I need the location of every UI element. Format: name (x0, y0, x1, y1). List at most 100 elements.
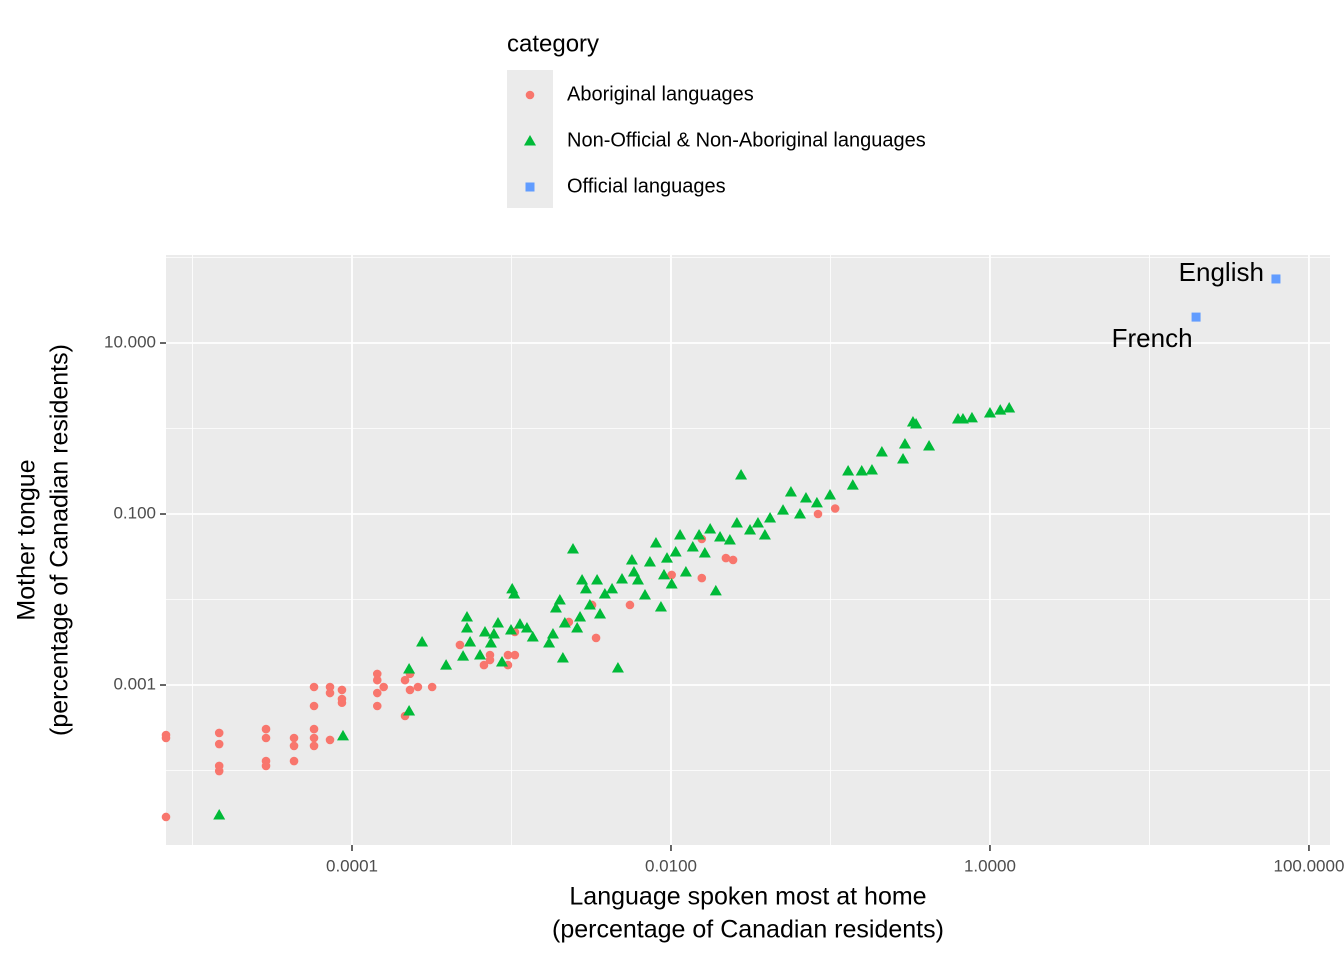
point (214, 766, 224, 776)
point (261, 761, 271, 771)
point (784, 485, 797, 497)
point (510, 650, 520, 660)
point (309, 741, 319, 751)
point (403, 704, 416, 716)
legend-label: Non-Official & Non-Aboriginal languages (567, 129, 926, 151)
point (846, 479, 859, 490)
legend-key (525, 182, 535, 192)
point (440, 659, 453, 670)
point (1191, 312, 1201, 322)
point (400, 675, 410, 685)
point (372, 669, 382, 679)
point (474, 649, 487, 660)
point (460, 621, 473, 633)
point (744, 524, 757, 535)
y-axis-title: (percentage of Canadian residents) (46, 344, 74, 736)
point (460, 611, 473, 622)
point (657, 568, 670, 580)
point (309, 724, 319, 734)
point (591, 574, 604, 585)
point (793, 508, 806, 519)
point (994, 404, 1007, 415)
point (810, 496, 823, 508)
point (704, 522, 717, 534)
point (625, 553, 638, 565)
point (336, 729, 349, 741)
point (405, 685, 415, 695)
point (1003, 401, 1016, 413)
point (764, 512, 777, 523)
point (606, 582, 619, 594)
point (649, 537, 662, 548)
point (484, 636, 497, 648)
point (337, 698, 347, 708)
point (161, 812, 171, 822)
point (669, 545, 682, 557)
point (697, 573, 707, 583)
point (698, 546, 711, 558)
point (309, 701, 319, 711)
point (574, 611, 587, 622)
point (492, 617, 505, 628)
point (457, 650, 470, 661)
point (823, 488, 836, 500)
point (508, 587, 521, 599)
x-axis-title: Language spoken most at home (569, 883, 926, 911)
point (289, 741, 299, 751)
y-axis-title: Mother tongue (13, 459, 41, 620)
point (213, 808, 226, 820)
point (723, 533, 736, 545)
point (910, 417, 923, 429)
point (855, 465, 868, 476)
point (413, 682, 423, 692)
legend-title: category (507, 30, 599, 57)
point (571, 621, 584, 633)
point (325, 735, 335, 745)
point (965, 411, 978, 423)
point (309, 733, 319, 743)
point (214, 739, 224, 749)
point (615, 572, 628, 584)
point (487, 627, 500, 639)
point (214, 728, 224, 738)
point (714, 531, 727, 542)
point (667, 570, 676, 580)
point (751, 516, 764, 528)
point (485, 655, 495, 665)
y-tick-label: 10.000 (104, 332, 156, 351)
point (372, 675, 382, 685)
point (686, 541, 699, 552)
x-tick-label: 100.0000 (1274, 856, 1344, 875)
point (923, 440, 936, 451)
legend-key (525, 90, 535, 100)
point (735, 468, 748, 480)
point (638, 588, 651, 600)
point (325, 682, 335, 692)
point (505, 623, 518, 635)
point (503, 650, 513, 660)
point (631, 574, 644, 585)
point (261, 733, 271, 743)
point (813, 509, 823, 519)
point (611, 662, 624, 673)
point (1271, 274, 1281, 284)
point (665, 577, 678, 589)
point (728, 555, 738, 565)
point (325, 688, 335, 698)
point (556, 651, 569, 663)
x-tick-label: 0.0100 (645, 856, 697, 875)
point (455, 640, 465, 650)
point (730, 516, 743, 528)
x-tick-label: 1.0000 (964, 856, 1016, 875)
point (309, 682, 319, 692)
point (709, 584, 722, 596)
point (625, 600, 635, 610)
point (337, 685, 347, 695)
point-label: French (1112, 323, 1193, 353)
point (674, 529, 687, 540)
point (526, 631, 539, 642)
legend-label: Official languages (567, 175, 726, 197)
point (549, 601, 562, 613)
point (583, 598, 596, 610)
legend-label: Aboriginal languages (567, 83, 754, 105)
